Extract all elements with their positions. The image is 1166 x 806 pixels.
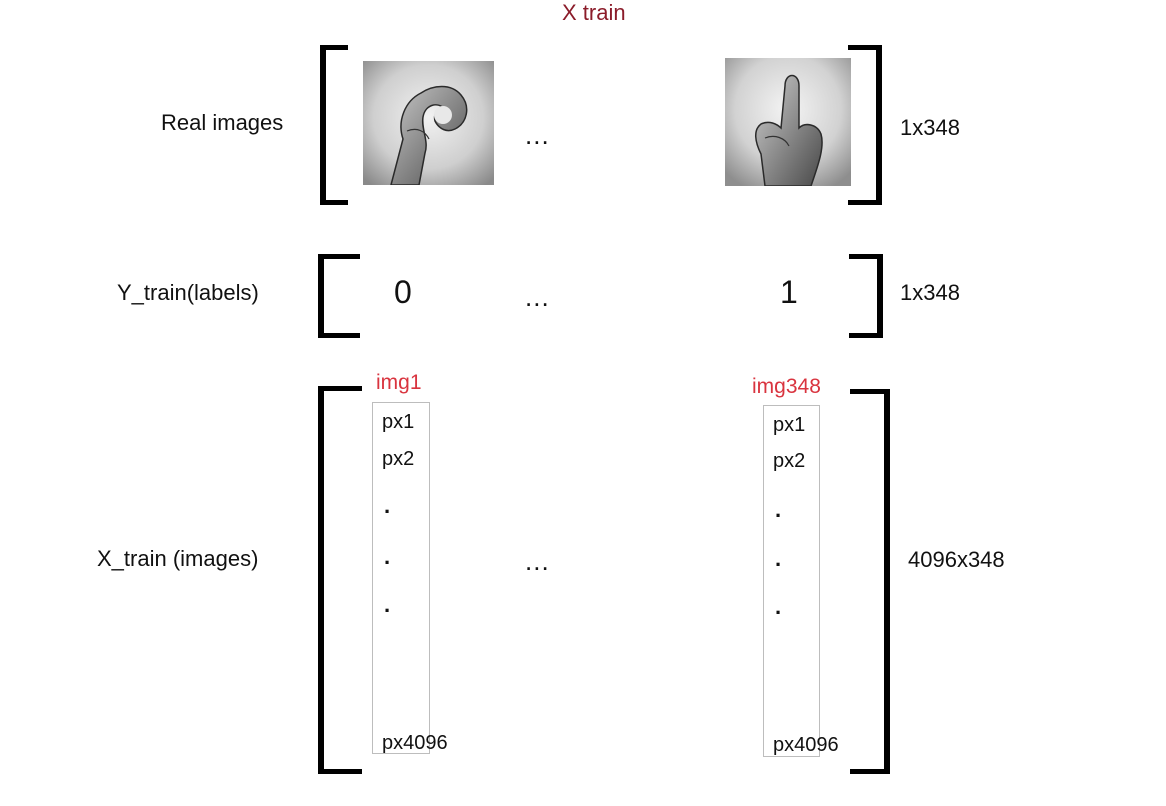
column-img348-dot: . bbox=[775, 546, 782, 571]
y-train-right-bracket bbox=[849, 254, 883, 338]
y-train-first-value: 0 bbox=[394, 274, 412, 310]
column-img348-dot: . bbox=[775, 594, 782, 619]
real-images-ellipsis: ... bbox=[525, 120, 550, 150]
column-img348-px1: px1 bbox=[773, 414, 806, 436]
column-img1-px2: px2 bbox=[382, 448, 415, 470]
column-img1-dot: . bbox=[384, 592, 391, 617]
column-img348-px2: px2 bbox=[773, 450, 806, 472]
column-img1-dot: . bbox=[384, 493, 391, 518]
column-img348 bbox=[763, 405, 820, 757]
column-img348-dot: . bbox=[775, 497, 782, 522]
y-train-left-bracket bbox=[318, 254, 360, 338]
column-img348-px-last: px4096 bbox=[773, 734, 839, 756]
column-img1-px-last: px4096 bbox=[382, 732, 448, 754]
x-train-ellipsis: ... bbox=[525, 546, 550, 576]
hand-sign-zero-image bbox=[363, 61, 494, 185]
real-images-label: Real images bbox=[161, 110, 284, 135]
column-label-img348: img348 bbox=[752, 375, 821, 398]
hand-sign-one-image bbox=[725, 58, 851, 186]
column-label-img1: img1 bbox=[376, 371, 422, 394]
real-images-left-bracket bbox=[320, 45, 348, 205]
diagram-title: X train bbox=[562, 0, 626, 25]
column-img1-px1: px1 bbox=[382, 411, 415, 433]
y-train-dims: 1x348 bbox=[900, 280, 960, 305]
column-img1-dot: . bbox=[384, 544, 391, 569]
x-train-label: X_train (images) bbox=[97, 546, 259, 571]
y-train-label: Y_train(labels) bbox=[117, 280, 259, 305]
x-train-dims: 4096x348 bbox=[908, 547, 1005, 572]
y-train-ellipsis: ... bbox=[525, 282, 550, 312]
real-images-right-bracket bbox=[848, 45, 882, 205]
x-train-left-bracket bbox=[318, 386, 362, 774]
x-train-right-bracket bbox=[850, 389, 890, 774]
column-img1 bbox=[372, 402, 430, 754]
real-images-dims: 1x348 bbox=[900, 115, 960, 140]
y-train-last-value: 1 bbox=[780, 274, 798, 310]
